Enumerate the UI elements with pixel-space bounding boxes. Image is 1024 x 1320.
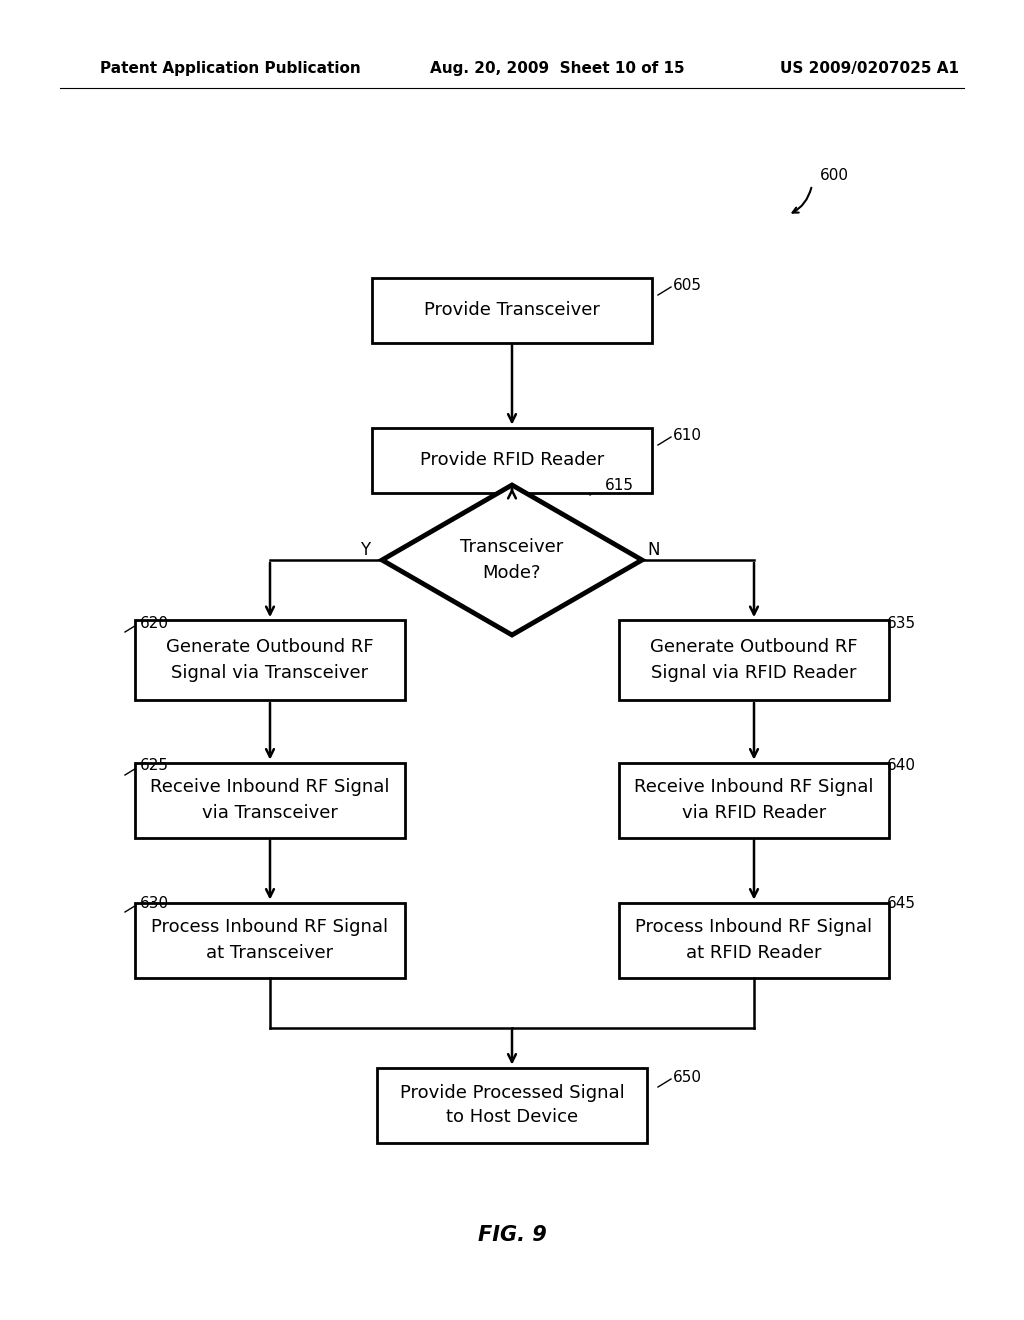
- Text: 625: 625: [140, 759, 169, 774]
- Text: Provide RFID Reader: Provide RFID Reader: [420, 451, 604, 469]
- Text: Transceiver
Mode?: Transceiver Mode?: [461, 539, 563, 582]
- Text: Process Inbound RF Signal
at Transceiver: Process Inbound RF Signal at Transceiver: [152, 919, 388, 961]
- Text: FIG. 9: FIG. 9: [477, 1225, 547, 1245]
- Bar: [372, 277, 652, 342]
- Text: Provide Processed Signal
to Host Device: Provide Processed Signal to Host Device: [399, 1084, 625, 1126]
- Text: Generate Outbound RF
Signal via RFID Reader: Generate Outbound RF Signal via RFID Rea…: [650, 639, 858, 681]
- Text: 620: 620: [140, 615, 169, 631]
- Polygon shape: [382, 484, 642, 635]
- Text: 610: 610: [673, 429, 702, 444]
- Bar: [377, 1068, 647, 1143]
- Bar: [135, 903, 406, 978]
- Bar: [618, 620, 889, 700]
- Text: 605: 605: [673, 279, 702, 293]
- Text: 645: 645: [887, 895, 916, 911]
- Bar: [618, 763, 889, 837]
- Text: 615: 615: [605, 479, 634, 494]
- Bar: [135, 620, 406, 700]
- Text: 600: 600: [820, 168, 849, 182]
- Text: US 2009/0207025 A1: US 2009/0207025 A1: [780, 61, 959, 75]
- Text: Generate Outbound RF
Signal via Transceiver: Generate Outbound RF Signal via Transcei…: [166, 639, 374, 681]
- Text: Receive Inbound RF Signal
via Transceiver: Receive Inbound RF Signal via Transceive…: [151, 779, 390, 821]
- Text: Y: Y: [359, 541, 370, 558]
- Text: 650: 650: [673, 1071, 702, 1085]
- Text: N: N: [647, 541, 659, 558]
- Text: 630: 630: [140, 895, 169, 911]
- Text: Patent Application Publication: Patent Application Publication: [100, 61, 360, 75]
- Text: Provide Transceiver: Provide Transceiver: [424, 301, 600, 319]
- Bar: [618, 903, 889, 978]
- Text: Process Inbound RF Signal
at RFID Reader: Process Inbound RF Signal at RFID Reader: [636, 919, 872, 961]
- Text: 635: 635: [887, 615, 916, 631]
- Bar: [135, 763, 406, 837]
- Text: Aug. 20, 2009  Sheet 10 of 15: Aug. 20, 2009 Sheet 10 of 15: [430, 61, 685, 75]
- Bar: [372, 428, 652, 492]
- Text: Receive Inbound RF Signal
via RFID Reader: Receive Inbound RF Signal via RFID Reade…: [634, 779, 873, 821]
- Text: 640: 640: [887, 759, 916, 774]
